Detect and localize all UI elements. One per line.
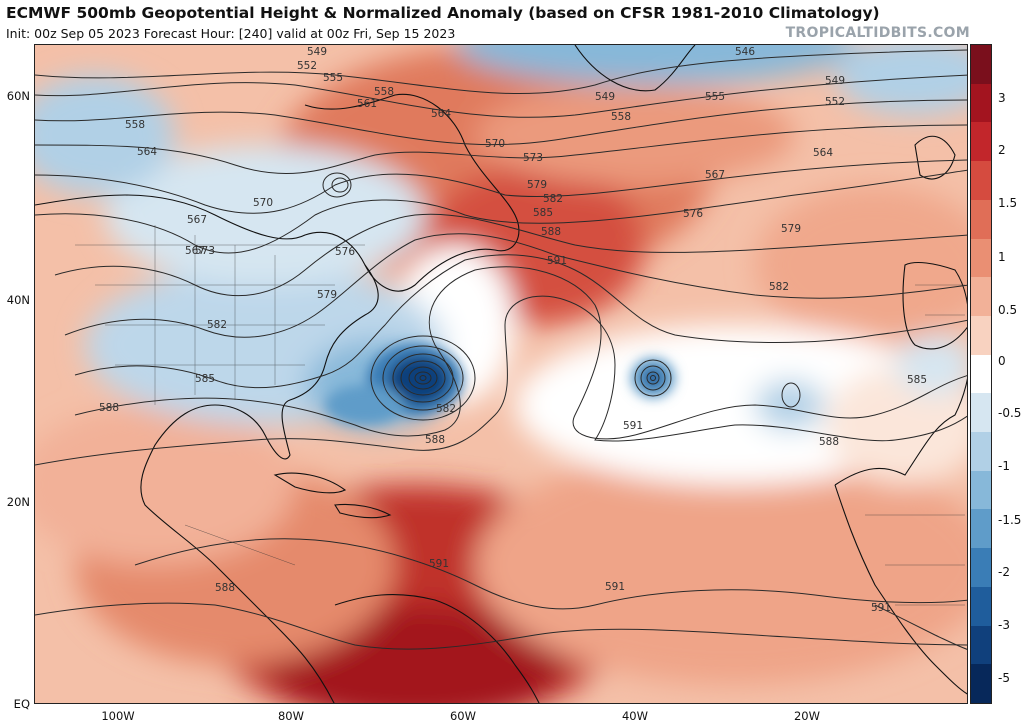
colorbar-label: -0.5: [998, 406, 1022, 420]
contour-label: 576: [683, 208, 703, 220]
contour-label: 558: [611, 111, 631, 123]
colorbar-segment: [971, 509, 991, 549]
colorbar-segment: [971, 277, 991, 316]
colorbar-label: -5: [998, 671, 1010, 685]
lat-label-eq: EQ: [13, 697, 30, 711]
contour-label: 588: [819, 436, 839, 448]
lon-label-60w: 60W: [449, 709, 477, 723]
contour-label: 582: [769, 281, 789, 293]
colorbar-label: -1: [998, 459, 1010, 473]
colorbar-segment: [971, 548, 991, 587]
colorbar-segment: [971, 83, 991, 123]
colorbar-segment: [971, 354, 991, 394]
contour-label: 579: [781, 223, 801, 235]
colorbar-segment: [971, 238, 991, 278]
contour-label: 588: [99, 402, 119, 414]
contour-label: 564: [813, 147, 833, 159]
contour-label: 549: [307, 46, 327, 58]
lon-label-40w: 40W: [621, 709, 649, 723]
contour-label: 591: [429, 558, 449, 570]
contour-label: 591: [547, 255, 567, 267]
contour-label: 567: [187, 214, 207, 226]
contour-label: 555: [705, 91, 725, 103]
map-subtitle: Init: 00z Sep 05 2023 Forecast Hour: [24…: [6, 26, 456, 41]
contour-label: 552: [825, 96, 845, 108]
lat-label-40n: 40N: [6, 293, 30, 307]
contour-label: 555: [323, 72, 343, 84]
colorbar-label: 1.5: [998, 196, 1018, 210]
contour-label: 564: [431, 108, 451, 120]
contour-label: 585: [907, 374, 927, 386]
colorbar-label: 0: [998, 354, 1006, 368]
contour-label: 588: [541, 226, 561, 238]
contour-label: 549: [595, 91, 615, 103]
lat-label-60n: 60N: [6, 89, 30, 103]
contour-label: 552: [297, 60, 317, 72]
anomaly-field: [35, 45, 967, 703]
colorbar-label: -1.5: [998, 513, 1022, 527]
colorbar-segment: [971, 393, 991, 433]
contour-label: 546: [735, 46, 755, 58]
colorbar-segment: [971, 315, 991, 355]
contour-label: 579: [317, 289, 337, 301]
contour-label: 585: [195, 373, 215, 385]
contour-label: 579: [527, 179, 547, 191]
colorbar-segment: [971, 664, 991, 703]
lon-label-20w: 20W: [793, 709, 821, 723]
brand-watermark: TROPICALTIDBITS.COM: [785, 25, 970, 41]
colorbar-label: 1: [998, 250, 1006, 264]
contour-label: 567: [705, 169, 725, 181]
contour-label: 582: [207, 319, 227, 331]
colorbar-label: 0.5: [998, 303, 1018, 317]
contour-label: 570: [485, 138, 505, 150]
contour-label: 573: [195, 245, 215, 257]
contour-label: 564: [137, 146, 157, 158]
contour-label: 567: [185, 245, 205, 257]
colorbar-label: 3: [998, 91, 1006, 105]
colorbar-segment: [971, 625, 991, 665]
coastlines: [35, 45, 967, 703]
contour-label: 558: [125, 119, 145, 131]
map-area: 549 552 555 558 561 564 558 564 567 570 573 567 576 5…: [34, 44, 968, 704]
height-contours: [35, 49, 967, 650]
colorbar-segment: [971, 161, 991, 200]
lon-label-80w: 80W: [277, 709, 305, 723]
anomaly-colorbar: [970, 44, 992, 704]
contour-label: 573: [523, 152, 543, 164]
colorbar-label: -2: [998, 565, 1010, 579]
colorbar-segment: [971, 586, 991, 626]
contour-label: 558: [374, 86, 394, 98]
contour-label: 591: [871, 602, 891, 614]
contour-label: 585: [533, 207, 553, 219]
contour-label: 588: [425, 434, 445, 446]
colorbar-label: 2: [998, 143, 1006, 157]
contour-label: 582: [543, 193, 563, 205]
contour-label: 570: [253, 197, 273, 209]
contour-label: 591: [623, 420, 643, 432]
contour-label: 549: [825, 75, 845, 87]
colorbar-segment: [971, 470, 991, 510]
contour-label: 561: [357, 98, 377, 110]
map-title: ECMWF 500mb Geopotential Height & Normal…: [6, 4, 880, 22]
colorbar-segment: [971, 199, 991, 239]
colorbar-segment: [971, 122, 991, 162]
contour-label: 588: [215, 582, 235, 594]
lon-label-100w: 100W: [101, 709, 135, 723]
contour-label: 576: [335, 246, 355, 258]
contour-label: 591: [605, 581, 625, 593]
colorbar-segment: [971, 432, 991, 471]
colorbar-label: -3: [998, 618, 1010, 632]
lat-label-20n: 20N: [6, 495, 30, 509]
contour-label: 582: [436, 403, 456, 415]
colorbar-segment: [971, 45, 991, 84]
